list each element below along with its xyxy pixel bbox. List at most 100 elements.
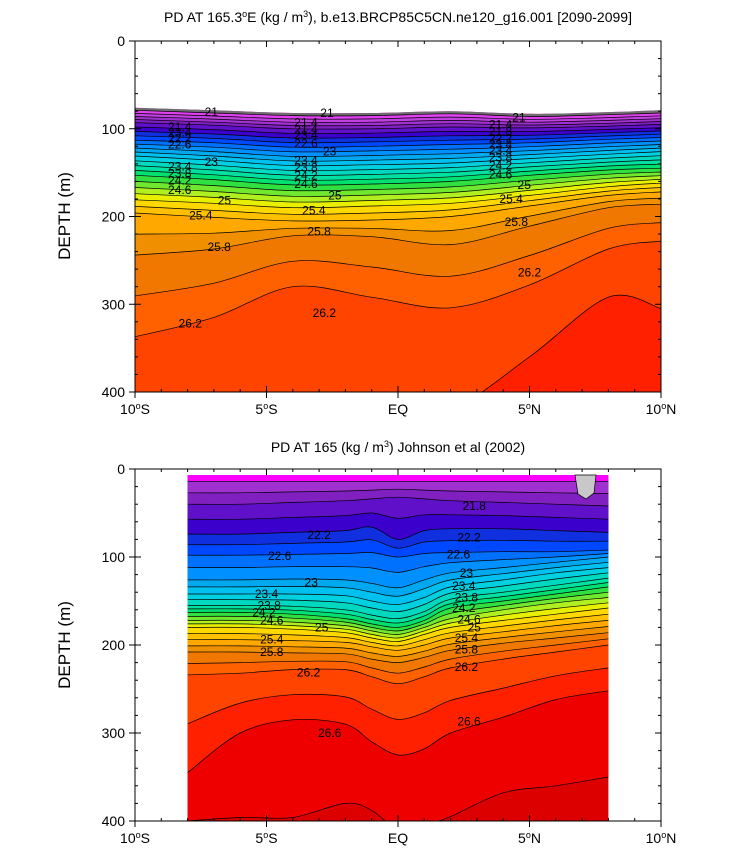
model-contour-label: 21 xyxy=(320,106,334,120)
model-contour-23.6 xyxy=(135,155,661,172)
model-contour-label: 23.4 xyxy=(294,128,318,142)
observed-contour-label: 23 xyxy=(460,566,474,580)
model-contour-21.0 xyxy=(135,109,661,117)
y-tick-label: 100 xyxy=(102,121,126,137)
model-contour-label: 23.8 xyxy=(294,160,318,174)
model-contour-label: 24.2 xyxy=(294,168,318,182)
observed-contour-label: 26.2 xyxy=(455,660,479,674)
model-contour-label: 22.6 xyxy=(294,137,318,151)
y-tick-label: 300 xyxy=(102,296,126,312)
model-contour-24.4 xyxy=(135,171,661,192)
model-density-panel: PD AT 165.3oE (kg / m3), b.e13.BRCP85C5C… xyxy=(55,9,677,417)
observed-contour-23.4 xyxy=(187,567,609,605)
model-contour-label: 25 xyxy=(518,178,532,192)
observed-contour-21.8 xyxy=(187,496,609,507)
model-contour-22.4 xyxy=(135,133,661,144)
observed-contour-label: 25 xyxy=(315,620,329,634)
panel-bottom-axes: 10oS 5oS EQ 5oN 10oN 0 100 200 300 400 xyxy=(102,461,677,846)
observed-contour-label: 25.4 xyxy=(455,631,479,645)
model-contour-label: 26.2 xyxy=(179,317,203,331)
model-contour-label: 23 xyxy=(323,145,337,159)
observed-contour-24.6 xyxy=(187,597,609,635)
observed-contour-26.4 xyxy=(187,667,609,725)
model-contour-label: 25.8 xyxy=(307,224,331,238)
observed-contour-label: 25.8 xyxy=(260,645,284,659)
model-contour-22.2 xyxy=(135,130,661,139)
model-contour-label: 25 xyxy=(328,188,342,202)
model-contour-22.0 xyxy=(135,126,661,134)
model-contour-label: 25.4 xyxy=(499,192,523,206)
model-contour-label: 21.4 xyxy=(294,123,318,137)
y-tick-label: 200 xyxy=(102,209,126,225)
model-contour-label: 22.2 xyxy=(168,131,192,145)
observed-contour-label: 22.2 xyxy=(457,531,481,545)
model-contour-label: 23 xyxy=(205,155,219,169)
model-contour-24.6 xyxy=(135,175,661,197)
model-contour-23.2 xyxy=(135,147,661,162)
model-contour-label: 23.4 xyxy=(489,144,513,158)
model-contour-26.2 xyxy=(135,240,661,338)
model-contour-24.2 xyxy=(135,167,661,186)
model-contour-label: 25.8 xyxy=(207,240,231,254)
model-contour-label: 26.2 xyxy=(518,266,542,280)
model-contour-label: 23.4 xyxy=(489,138,513,152)
model-density-contour-labels: 2121.423.422.222.62323.423.824.224.62525… xyxy=(168,105,541,330)
model-contour-24.0 xyxy=(135,163,661,181)
model-density-contour-lines xyxy=(135,109,661,392)
observed-contour-label: 25 xyxy=(468,620,482,634)
observed-contour-25.6 xyxy=(187,626,609,657)
model-contour-21.8 xyxy=(135,122,661,130)
model-fill-surface-void xyxy=(135,41,661,114)
observed-contour-25.8 xyxy=(187,632,609,663)
model-contour-label: 23.8 xyxy=(168,167,192,181)
x-tick-label: 10oS xyxy=(120,830,150,846)
model-contour-label: 23.4 xyxy=(168,125,192,139)
observed-contour-label: 23.4 xyxy=(255,587,279,601)
model-contour-22.6 xyxy=(135,137,661,148)
model-contour-21.4 xyxy=(135,116,661,123)
observed-contour-25.2 xyxy=(187,613,609,647)
observed-contour-label: 25.4 xyxy=(260,633,284,647)
observed-contour-24.0 xyxy=(187,582,609,624)
observed-density-contour-lines xyxy=(187,480,609,821)
model-contour-label: 24.6 xyxy=(294,177,318,191)
y-tick-label: 400 xyxy=(102,384,126,400)
x-tick-label: 10oN xyxy=(646,830,677,846)
panel-top-title: PD AT 165.3oE (kg / m3), b.e13.BRCP85C5C… xyxy=(164,9,632,25)
model-contour-label: 24.6 xyxy=(168,183,192,197)
model-contour-label: 21.8 xyxy=(489,124,513,138)
observed-contour-24.8 xyxy=(187,602,609,639)
model-contour-25.6 xyxy=(135,197,661,235)
model-contour-26.4 xyxy=(481,294,661,392)
observed-contour-22.0 xyxy=(187,512,609,520)
x-tick-label: 10oS xyxy=(120,401,150,417)
observed-contour-26.8 xyxy=(187,776,609,821)
model-contour-label: 24.6 xyxy=(489,167,513,181)
panel-top-axes: 10oS 5oS EQ 5oN 10oN 0 100 200 300 400 xyxy=(102,33,677,417)
model-contour-26.0 xyxy=(135,222,661,297)
y-tick-label: 0 xyxy=(117,33,125,49)
x-tick-label: 5oS xyxy=(255,401,277,417)
model-contour-label: 21 xyxy=(512,110,526,124)
y-tick-label: 100 xyxy=(102,549,126,565)
panel-bottom-title: PD AT 165 (kg / m3) Johnson et al (2002) xyxy=(271,439,525,455)
observed-contour-label: 26.2 xyxy=(297,665,321,679)
model-contour-25.0 xyxy=(135,182,661,209)
model-contour-25.4 xyxy=(135,191,661,222)
model-contour-23.0 xyxy=(135,144,661,157)
observed-contour-24.2 xyxy=(187,586,609,628)
model-contour-label: 24.2 xyxy=(489,159,513,173)
model-contour-label: 21.4 xyxy=(489,117,513,131)
model-contour-label: 22.2 xyxy=(489,131,513,145)
observed-contour-22.2 xyxy=(187,526,609,540)
model-contour-23.8 xyxy=(135,159,661,176)
observed-contour-label: 21.8 xyxy=(463,499,487,513)
model-contour-label: 25.4 xyxy=(189,209,213,223)
observed-contour-25.0 xyxy=(187,607,609,642)
observed-contour-22.6 xyxy=(187,549,609,558)
observed-contour-26.6 xyxy=(187,690,609,773)
model-contour-label: 25 xyxy=(218,194,232,208)
observed-contour-label: 24.2 xyxy=(252,605,276,619)
observed-contour-23.2 xyxy=(187,561,609,597)
model-contour-22.8 xyxy=(135,140,661,153)
